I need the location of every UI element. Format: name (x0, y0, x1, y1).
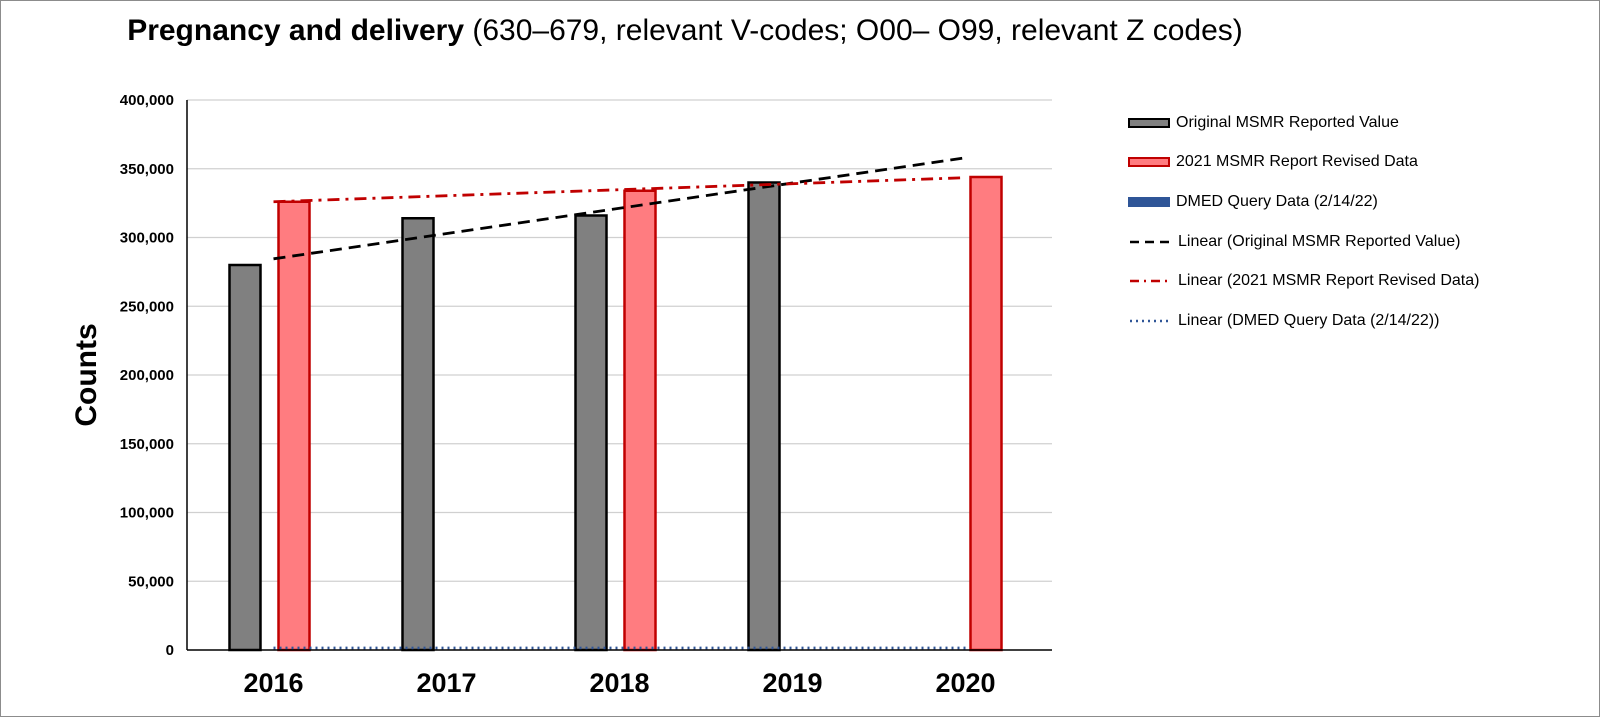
bar-original-2018 (574, 214, 608, 652)
y-tick-label: 300,000 (120, 230, 174, 247)
legend-label-linear-revised: Linear (2021 MSMR Report Revised Data) (1178, 272, 1480, 290)
bar-revised-2018 (623, 189, 657, 652)
y-tick-label: 0 (166, 642, 174, 659)
legend-item-linear-revised: Linear (2021 MSMR Report Revised Data) (1128, 261, 1588, 301)
legend-label-revised: 2021 MSMR Report Revised Data (1176, 153, 1418, 171)
bar-original-2019 (747, 181, 781, 652)
chart-title-rest: (630–679, relevant V-codes; O00– O99, re… (464, 14, 1243, 47)
trendline-0 (273, 156, 966, 261)
legend-swatch-linear-original (1128, 234, 1172, 250)
y-tick-label: 100,000 (120, 505, 174, 522)
x-tick-label: 2017 (416, 668, 476, 698)
trendline-1 (273, 176, 966, 204)
bar-original-2017 (401, 217, 435, 652)
legend-item-revised: 2021 MSMR Report Revised Data (1128, 143, 1588, 183)
x-tick-label: 2016 (243, 668, 303, 698)
legend-swatch-dmed (1128, 196, 1170, 207)
legend-item-original: Original MSMR Reported Value (1128, 103, 1588, 143)
x-tick-label: 2018 (589, 668, 649, 698)
x-tick-label: 2019 (762, 668, 822, 698)
legend-label-linear-original: Linear (Original MSMR Reported Value) (1178, 232, 1461, 250)
legend-label-original: Original MSMR Reported Value (1176, 113, 1399, 131)
chart-title: Pregnancy and delivery (630–679, relevan… (0, 14, 1370, 48)
y-axis-title: Counts (70, 323, 103, 426)
x-tick-label: 2020 (935, 668, 995, 698)
chart-legend: Original MSMR Reported Value 2021 MSMR R… (1128, 103, 1588, 341)
legend-label-dmed: DMED Query Data (2/14/22) (1176, 192, 1378, 210)
y-tick-label: 150,000 (120, 436, 174, 453)
legend-item-dmed: DMED Query Data (2/14/22) (1128, 182, 1588, 222)
chart-title-bold: Pregnancy and delivery (127, 14, 464, 47)
y-tick-label: 400,000 (120, 92, 174, 109)
legend-swatch-revised (1128, 157, 1170, 168)
y-tick-label: 250,000 (120, 298, 174, 315)
legend-swatch-linear-revised (1128, 273, 1172, 289)
y-tick-label: 200,000 (120, 367, 174, 384)
y-tick-label: 350,000 (120, 161, 174, 178)
bar-revised-2020 (969, 175, 1003, 652)
bar-original-2016 (228, 263, 262, 652)
legend-item-linear-dmed: Linear (DMED Query Data (2/14/22)) (1128, 301, 1588, 341)
legend-swatch-linear-dmed (1128, 313, 1172, 329)
bar-revised-2016 (277, 200, 311, 652)
legend-item-linear-original: Linear (Original MSMR Reported Value) (1128, 222, 1588, 262)
legend-label-linear-dmed: Linear (DMED Query Data (2/14/22)) (1178, 311, 1440, 329)
legend-swatch-original (1128, 117, 1170, 128)
y-tick-label: 50,000 (128, 573, 174, 590)
